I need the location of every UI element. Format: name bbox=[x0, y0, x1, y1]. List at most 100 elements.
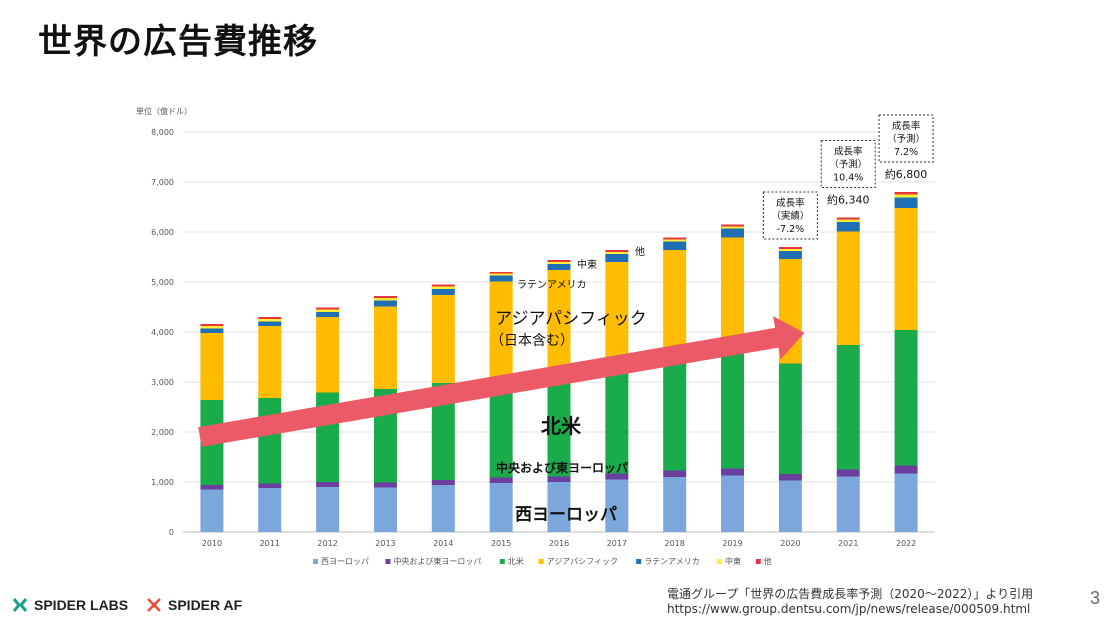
y-tick-label: 2,000 bbox=[151, 428, 174, 437]
bar-segment bbox=[721, 224, 745, 227]
growth-rate-line: （予測） bbox=[887, 133, 925, 145]
legend-label: 中央および東ヨーロッパ bbox=[393, 556, 481, 566]
bar-segment bbox=[489, 379, 513, 478]
bar-segment bbox=[431, 480, 455, 485]
legend-swatch bbox=[313, 559, 318, 564]
bar-segment bbox=[721, 228, 745, 238]
bar-segment bbox=[547, 476, 571, 482]
bar-segment bbox=[200, 328, 224, 333]
bar-segment bbox=[894, 465, 918, 474]
bar-segment bbox=[316, 312, 340, 317]
bar-segment bbox=[431, 286, 455, 289]
spider-af-logo: SPIDER AF bbox=[146, 597, 242, 613]
bar-segment bbox=[663, 250, 687, 361]
bar-segment bbox=[547, 270, 571, 376]
y-tick-label: 0 bbox=[169, 528, 174, 537]
growth-rate-line: 成長率 bbox=[776, 197, 805, 209]
bar-segment bbox=[663, 241, 687, 250]
y-tick-label: 6,000 bbox=[151, 228, 174, 237]
bar-segment bbox=[778, 363, 802, 474]
bar-segment bbox=[258, 319, 282, 322]
bar-segment bbox=[316, 307, 340, 310]
x-tick-label: 2017 bbox=[607, 539, 627, 548]
growth-rate-box bbox=[762, 191, 818, 240]
source-citation: 電通グループ「世界の広告費成長率予測（2020～2022）」より引用 https… bbox=[667, 587, 1033, 617]
bar-segment bbox=[373, 487, 397, 532]
x-tick-label: 2014 bbox=[433, 539, 453, 548]
bar-segment bbox=[836, 219, 860, 222]
bar-segment bbox=[836, 217, 860, 220]
bar-segment bbox=[605, 479, 629, 532]
bar-segment bbox=[894, 194, 918, 198]
label-middle-east: 中東 bbox=[577, 258, 597, 271]
x-tick-label: 2010 bbox=[202, 539, 222, 548]
legend-label: 北米 bbox=[508, 556, 524, 566]
growth-rate-box bbox=[878, 114, 934, 163]
bar-segment bbox=[778, 474, 802, 481]
x-tick-label: 2019 bbox=[722, 539, 742, 548]
unit-label: 単位（億ドル） bbox=[136, 106, 192, 116]
bar-segment bbox=[200, 489, 224, 532]
x-tick-label: 2011 bbox=[260, 539, 280, 548]
bar-segment bbox=[489, 483, 513, 532]
bar-segment bbox=[431, 289, 455, 295]
bar-segment bbox=[721, 226, 745, 229]
growth-rate-box bbox=[820, 140, 876, 188]
page-title: 世界の広告費推移 bbox=[38, 22, 318, 62]
bar-segment bbox=[258, 488, 282, 532]
label-latin-america: ラテンアメリカ bbox=[517, 279, 587, 291]
legend-swatch bbox=[499, 559, 505, 564]
bar-segment bbox=[373, 306, 397, 389]
bar-segment bbox=[605, 473, 629, 480]
bar-segment bbox=[258, 483, 282, 488]
label-asia-pacific: アジアパシフィック bbox=[495, 309, 647, 329]
bar-segment bbox=[836, 469, 860, 477]
ad-spend-chart: 単位（億ドル） 0 1,000 2,000 3,000 4,000 5,000 6,000 7,… bbox=[136, 106, 935, 566]
source-text: 電通グループ「世界の広告費成長率予測（2020～2022）」より引用 bbox=[667, 587, 1034, 601]
bar-segment bbox=[431, 383, 455, 480]
bar-segment bbox=[894, 330, 918, 466]
bar-segment bbox=[663, 237, 687, 240]
spider-af-icon bbox=[147, 598, 161, 612]
label-japan-included: （日本含む） bbox=[490, 333, 574, 349]
bar-segment bbox=[258, 321, 282, 326]
bar-segment bbox=[605, 250, 629, 252]
bar-segment bbox=[547, 262, 571, 264]
label-central-eastern-europe: 中央および東ヨーロッパ bbox=[496, 460, 628, 475]
bar-segment bbox=[605, 254, 629, 262]
growth-rate-line: 7.2% bbox=[894, 147, 918, 158]
growth-rate-line: （実績） bbox=[771, 210, 809, 222]
total-label: 約6,800 bbox=[885, 167, 928, 181]
x-tick-label: 2020 bbox=[780, 539, 800, 548]
spider-labs-name: SPIDER LABS bbox=[34, 597, 129, 613]
bar-segment bbox=[200, 326, 224, 329]
bar-segment bbox=[836, 231, 860, 345]
bar-segment bbox=[200, 324, 224, 326]
x-tick-label: 2015 bbox=[491, 539, 511, 548]
bar-segment bbox=[489, 477, 513, 483]
bar-segment bbox=[663, 239, 687, 242]
x-tick-label: 2021 bbox=[838, 539, 858, 548]
bar-segment bbox=[778, 249, 802, 251]
bar-segment bbox=[663, 477, 687, 532]
legend-swatch bbox=[755, 559, 761, 564]
bar-segment bbox=[316, 317, 340, 393]
bar-segment bbox=[894, 208, 918, 330]
bar-segment bbox=[778, 251, 802, 259]
bar-segment bbox=[663, 470, 687, 477]
y-tick-label: 7,000 bbox=[151, 178, 174, 187]
source-url[interactable]: https://www.group.dentsu.com/jp/news/rel… bbox=[667, 602, 1031, 616]
bar-segment bbox=[373, 482, 397, 488]
x-tick-label: 2016 bbox=[549, 539, 569, 548]
y-tick-label: 5,000 bbox=[151, 278, 174, 287]
bar-segment bbox=[721, 353, 745, 469]
bar-segment bbox=[258, 398, 282, 484]
spider-labs-logo: SPIDER LABS bbox=[12, 597, 128, 613]
total-label: 約6,340 bbox=[827, 193, 870, 207]
bar-segment bbox=[721, 237, 745, 354]
bar-segment bbox=[778, 480, 802, 532]
growth-rate-line: 成長率 bbox=[834, 146, 863, 158]
legend-label: 他 bbox=[764, 556, 772, 566]
bar-segment bbox=[721, 475, 745, 532]
growth-rate-line: 10.4% bbox=[833, 173, 863, 184]
